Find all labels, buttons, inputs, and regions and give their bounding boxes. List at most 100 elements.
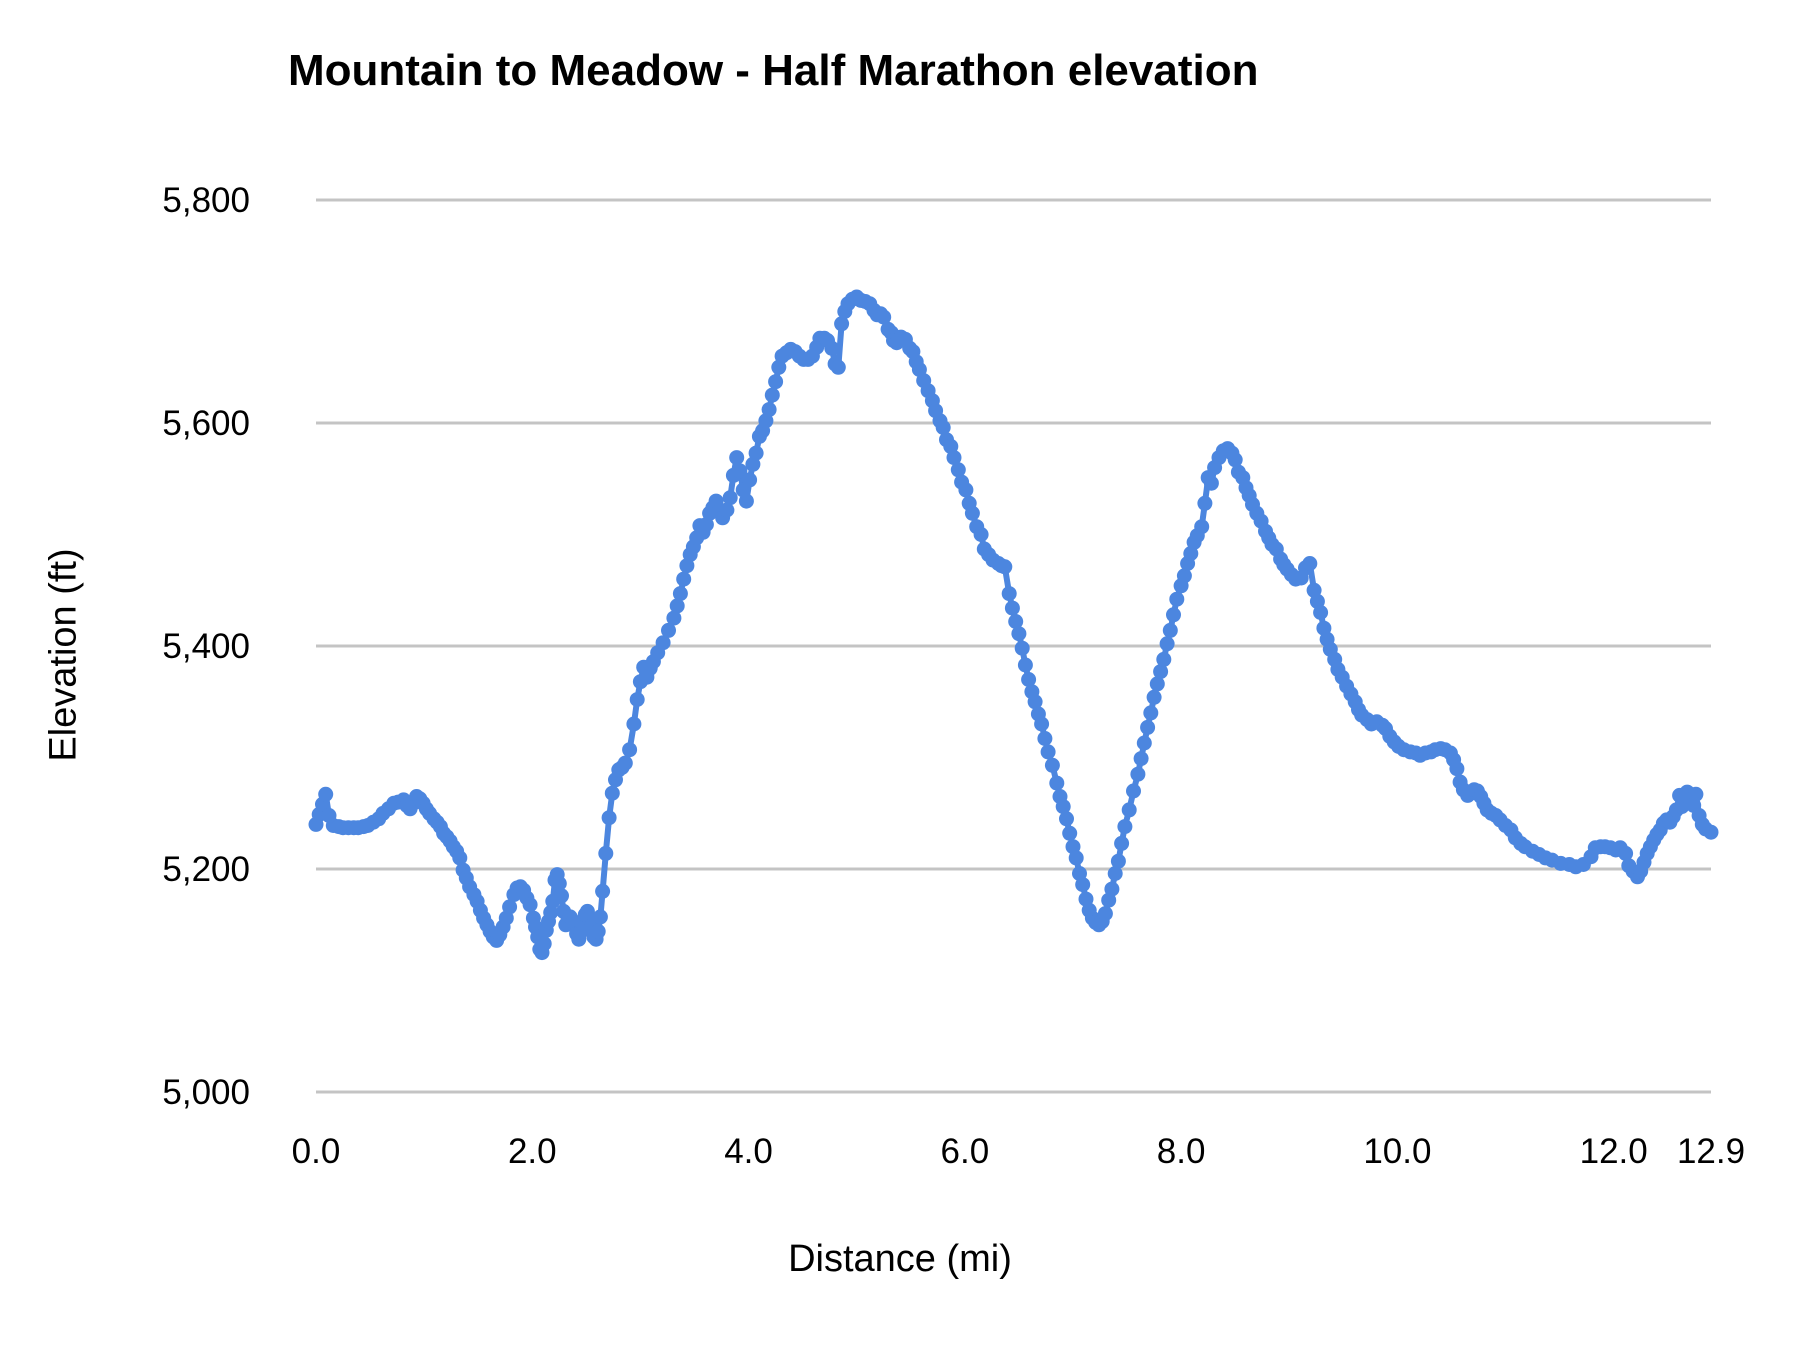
data-point [1313,605,1329,620]
data-point [1062,825,1078,841]
data-point [617,755,633,771]
data-point [1126,783,1141,799]
data-point [1075,877,1091,893]
data-point [1014,640,1030,656]
data-point [950,462,966,478]
data-point [1044,757,1060,773]
data-point [1011,626,1027,642]
data-point [1055,799,1071,815]
data-point [598,845,614,861]
data-point [595,883,611,899]
data-point [1159,636,1175,652]
data-point [1004,600,1020,616]
data-point [1162,622,1178,638]
data-point [536,936,552,952]
data-point [1040,744,1056,760]
data-point [732,463,748,479]
data-point [1114,835,1130,851]
data-point [722,490,738,506]
data-point [672,586,688,602]
x-tick-label: 10.0 [1363,1132,1431,1171]
data-point [1143,705,1159,721]
data-point [1688,786,1704,802]
data-point [661,622,676,638]
data-point [958,482,974,498]
data-point [1133,751,1149,767]
x-tick-label: 8.0 [1157,1132,1206,1171]
data-point [1130,766,1146,782]
data-point [1618,845,1634,861]
data-point [1107,866,1123,881]
x-tick-label: 0.0 [292,1132,341,1171]
data-point [1302,556,1318,571]
data-point [768,374,784,390]
data-point [1110,853,1126,869]
data-point [1121,802,1137,818]
data-point [1203,475,1219,491]
x-axis-title: Distance (mi) [788,1238,1012,1280]
data-point [1117,819,1133,835]
y-tick-label: 5,800 [162,181,250,220]
data-point [1176,568,1192,584]
data-point [761,402,777,418]
data-point [318,786,334,802]
data-point [1146,689,1162,705]
data-point [729,450,745,466]
data-point [1166,607,1181,623]
data-point [1169,591,1185,607]
data-point [973,527,989,542]
data-point [1156,651,1172,667]
data-point [629,692,645,707]
data-point [935,420,951,435]
y-tick-label: 5,200 [162,850,250,889]
data-point [1049,775,1065,791]
data-point [1194,519,1210,535]
data-point [669,598,685,614]
data-point [834,316,850,332]
data-point [1034,716,1050,732]
data-point [876,309,892,325]
data-point [554,888,569,904]
x-tick-label: 2.0 [508,1132,557,1171]
data-point [764,387,780,403]
data-point [748,445,764,461]
data-point [1197,495,1213,511]
y-tick-label: 5,000 [162,1073,250,1112]
data-point [719,502,735,518]
data-point [1227,452,1243,468]
chart-title: Mountain to Meadow - Half Marathon eleva… [288,46,1259,95]
x-tick-label: 4.0 [724,1132,773,1171]
data-point [742,472,758,488]
data-point [543,905,559,920]
y-tick-label: 5,600 [162,404,250,443]
data-point [551,876,567,891]
data-point [1037,731,1053,746]
data-point [1140,719,1156,735]
y-tick-label: 5,400 [162,627,250,666]
data-point [626,716,642,732]
data-point [1703,824,1719,840]
data-point [964,505,980,521]
data-point [601,810,617,826]
data-point [738,493,754,509]
data-point [1068,850,1084,866]
data-point [1008,614,1024,629]
data-point [1149,676,1165,692]
data-point [1027,694,1043,710]
data-point [830,359,846,375]
data-point [452,850,468,866]
data-point [824,340,840,356]
data-point [1017,657,1033,673]
data-point [502,899,518,915]
data-point [1153,664,1169,680]
data-point [1001,586,1017,602]
data-point [1104,881,1120,897]
data-point [622,742,638,758]
data-point [997,559,1013,575]
data-point [590,923,606,939]
data-point [946,450,962,466]
x-tick-label: 6.0 [941,1132,990,1171]
x-tick-label: 12.9 [1677,1132,1745,1171]
data-point [676,571,692,587]
